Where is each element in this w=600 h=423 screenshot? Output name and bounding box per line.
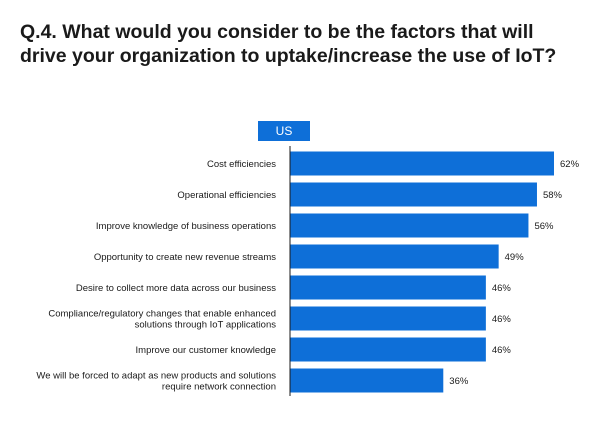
category-label-1: Operational efficiencies [177, 190, 276, 201]
category-label-0-line-0: Cost efficiencies [207, 159, 276, 170]
category-label-5: Compliance/regulatory changes that enabl… [48, 309, 276, 331]
category-label-5-line-1: solutions through IoT applications [135, 320, 277, 331]
bar-3 [290, 244, 499, 269]
category-label-7-line-0: We will be forced to adapt as new produc… [36, 371, 276, 382]
bar-4 [290, 275, 486, 300]
bar-1 [290, 182, 537, 207]
value-label-2: 56% [534, 221, 554, 232]
chart-title-line-1: Q.4. What would you consider to be the f… [20, 21, 534, 43]
category-label-1-line-0: Operational efficiencies [177, 190, 276, 201]
value-label-5: 46% [492, 314, 512, 325]
category-label-6: Improve our customer knowledge [136, 345, 276, 356]
value-label-0: 62% [560, 159, 580, 170]
bar-5 [290, 306, 486, 331]
bar-0 [290, 151, 554, 176]
category-label-6-line-0: Improve our customer knowledge [136, 345, 276, 356]
category-label-3-line-0: Opportunity to create new revenue stream… [94, 252, 276, 263]
value-label-7: 36% [449, 376, 469, 387]
category-label-3: Opportunity to create new revenue stream… [94, 252, 276, 263]
category-label-4-line-0: Desire to collect more data across our b… [76, 283, 276, 294]
value-label-1: 58% [543, 190, 563, 201]
chart-title: Q.4. What would you consider to be the f… [20, 20, 590, 68]
bar-2 [290, 213, 529, 238]
value-label-3: 49% [505, 252, 525, 263]
bar-7 [290, 368, 444, 393]
category-label-7-line-1: require network connection [162, 382, 276, 393]
category-label-7: We will be forced to adapt as new produc… [36, 371, 276, 393]
category-label-0: Cost efficiencies [207, 159, 276, 170]
value-label-4: 46% [492, 283, 512, 294]
category-label-4: Desire to collect more data across our b… [76, 283, 276, 294]
legend-series-us: US [258, 121, 310, 141]
category-label-5-line-0: Compliance/regulatory changes that enabl… [48, 309, 276, 320]
category-label-2: Improve knowledge of business operations [96, 221, 276, 232]
value-label-6: 46% [492, 345, 512, 356]
category-label-2-line-0: Improve knowledge of business operations [96, 221, 276, 232]
bar-6 [290, 337, 486, 362]
chart-title-line-2: drive your organization to uptake/increa… [20, 45, 557, 67]
